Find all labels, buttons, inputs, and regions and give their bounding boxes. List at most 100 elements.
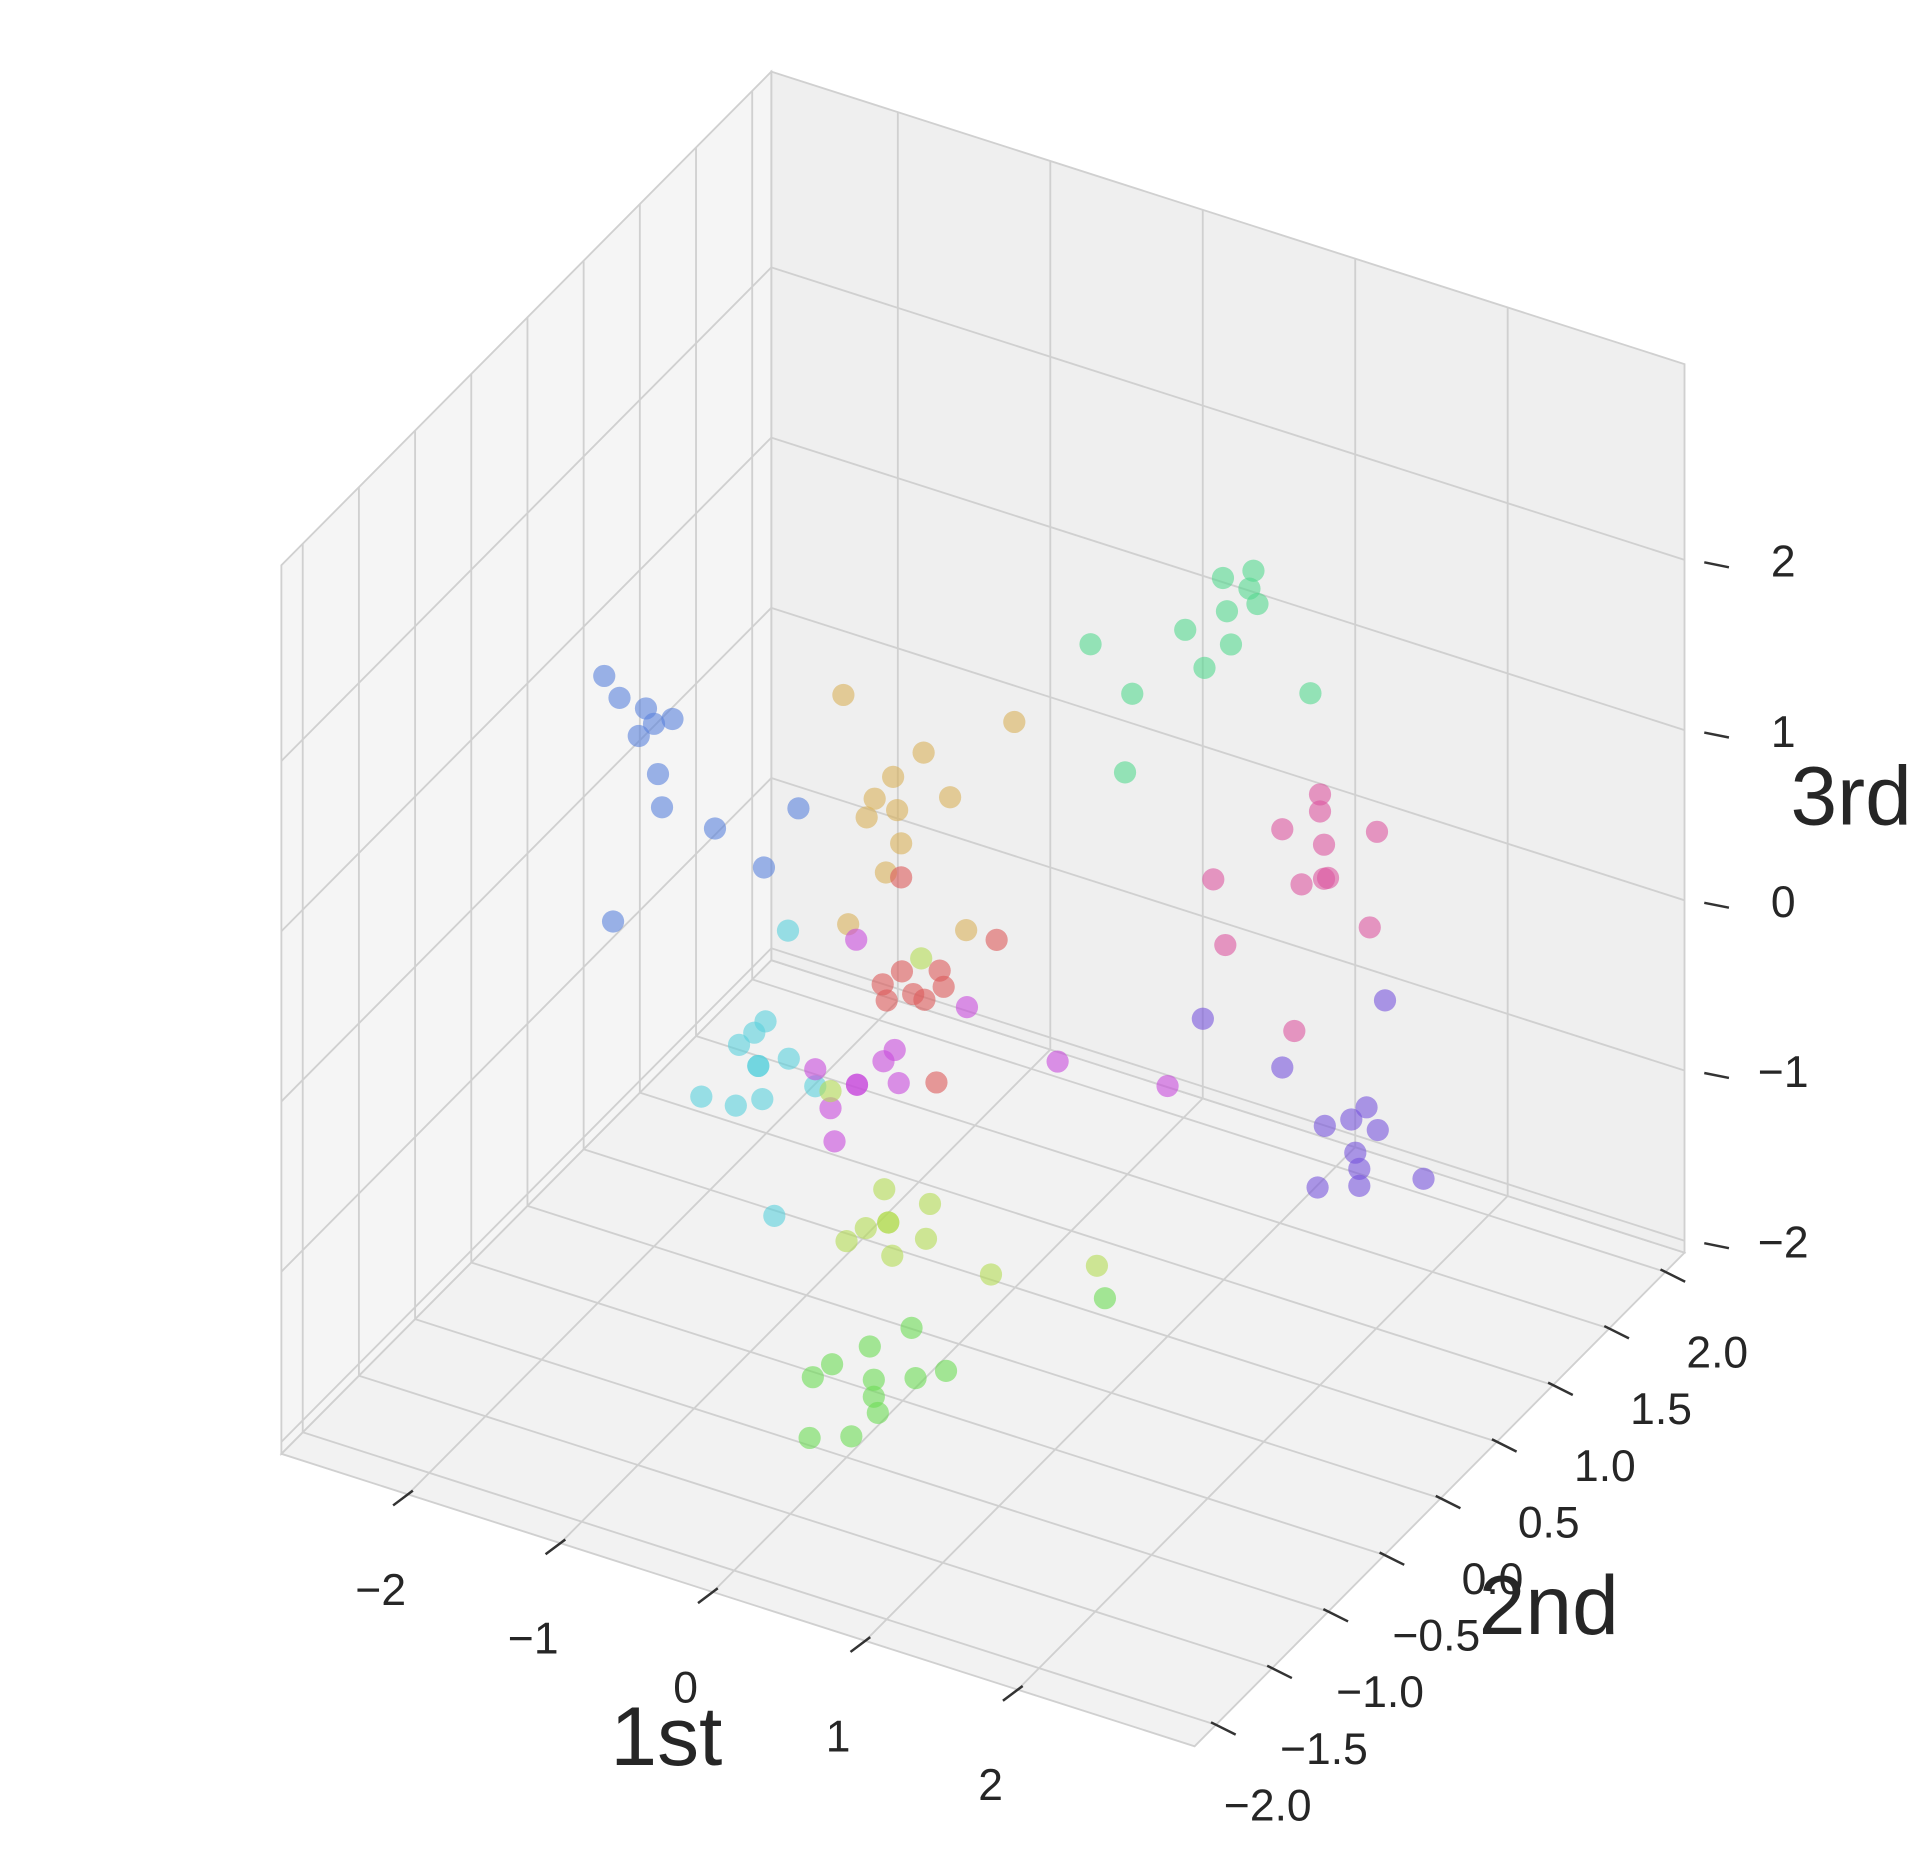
point: [787, 797, 810, 820]
point: [1214, 933, 1237, 957]
z-tick-label: −1: [1758, 1048, 1809, 1097]
point: [1306, 1176, 1329, 1199]
point: [819, 1080, 842, 1103]
point: [661, 707, 684, 731]
z-tick-label: 1: [1771, 708, 1796, 757]
point: [776, 919, 800, 942]
grid-line: [771, 606, 1685, 902]
point: [754, 1010, 777, 1033]
z-tick-mark: [1704, 1071, 1730, 1080]
point: [845, 928, 868, 951]
point: [845, 1073, 869, 1096]
point: [854, 1217, 877, 1240]
point: [925, 1071, 948, 1094]
point: [934, 1359, 958, 1382]
point: [763, 1204, 786, 1227]
point: [873, 1178, 896, 1201]
x-tick-mark: [849, 1636, 871, 1653]
point: [1340, 1108, 1363, 1131]
side-pane: [280, 69, 773, 1457]
grid-line: [280, 777, 772, 1273]
point: [819, 1097, 842, 1120]
point: [1308, 800, 1332, 823]
point: [751, 1088, 774, 1111]
z-tick-mark: [1704, 901, 1730, 909]
x-axis-title: 1st: [610, 1689, 722, 1783]
grid-line: [280, 607, 772, 1103]
grid-line: [280, 266, 772, 762]
point: [1308, 783, 1332, 806]
y-tick-label: −1.5: [1280, 1725, 1368, 1774]
labels: −2 −1 0 1 2 −2.0 −1.5 −1.0 −0.5 0.0 0.5 1.0 1.5 2.0 −2…: [355, 538, 1808, 1831]
grid-line: [864, 1146, 1356, 1642]
point: [862, 1368, 885, 1391]
point: [1373, 989, 1397, 1012]
point: [1156, 1074, 1179, 1098]
y-tick-label: −1.0: [1336, 1668, 1424, 1717]
x-tick-mark: [544, 1538, 567, 1556]
y-tick-mark: [1210, 1721, 1237, 1736]
point: [1193, 656, 1216, 680]
y-axis-title: 2nd: [1479, 1558, 1619, 1652]
point: [1202, 868, 1225, 891]
point: [979, 1263, 1003, 1286]
grid-line: [751, 978, 1666, 1273]
x-tick-label: 2: [978, 1761, 1003, 1810]
point: [752, 856, 776, 879]
point: [646, 762, 670, 786]
points: [593, 559, 1435, 1450]
z-tick-mark: [1704, 731, 1730, 739]
point: [650, 796, 674, 819]
point: [727, 1033, 751, 1056]
grid-line: [280, 947, 772, 1443]
point: [1366, 1118, 1389, 1142]
point: [871, 973, 894, 996]
grid-line: [712, 1097, 1204, 1593]
point: [1215, 600, 1239, 623]
point: [703, 817, 727, 840]
point: [1299, 682, 1322, 705]
point: [887, 1072, 910, 1095]
panes: [279, 69, 1687, 1748]
grid-line: [639, 1091, 1554, 1387]
point: [1271, 1056, 1294, 1079]
point: [858, 1335, 881, 1358]
point: [1211, 566, 1235, 590]
z-tick-mark: [1704, 561, 1730, 569]
y-tick-mark: [1322, 1607, 1349, 1623]
point: [1283, 1019, 1306, 1043]
grid-line: [470, 1261, 1385, 1556]
point: [1191, 1007, 1214, 1030]
point: [1358, 916, 1381, 939]
y-tick-label: 1.5: [1630, 1385, 1692, 1434]
grid-line: [1017, 1195, 1509, 1691]
point: [855, 806, 878, 829]
z-axis-title: 3rd: [1790, 748, 1911, 842]
point: [820, 1353, 844, 1376]
point: [1412, 1167, 1435, 1190]
point: [642, 712, 666, 735]
grid-line: [771, 777, 1685, 1072]
grid-line: [583, 1148, 1498, 1443]
point: [882, 765, 905, 788]
point: [1085, 1254, 1109, 1277]
y-tick-mark: [1379, 1551, 1405, 1566]
point: [627, 724, 650, 748]
grid-line: [414, 1318, 1329, 1613]
point: [955, 919, 978, 942]
point: [904, 1367, 927, 1390]
point: [1174, 618, 1197, 641]
x-tick-label: −2: [355, 1566, 406, 1615]
grid-line: [280, 436, 772, 932]
x-tick-label: 0: [673, 1663, 698, 1712]
point: [890, 832, 913, 855]
grid-line: [527, 1204, 1441, 1500]
x-tick-label: 1: [826, 1712, 851, 1761]
x-tick-mark: [392, 1489, 414, 1507]
point: [883, 1038, 906, 1062]
point: [912, 741, 935, 764]
x-tick-label: −1: [508, 1615, 559, 1664]
point: [601, 910, 625, 933]
z-tick-label: 0: [1771, 878, 1796, 927]
point: [881, 1244, 904, 1267]
